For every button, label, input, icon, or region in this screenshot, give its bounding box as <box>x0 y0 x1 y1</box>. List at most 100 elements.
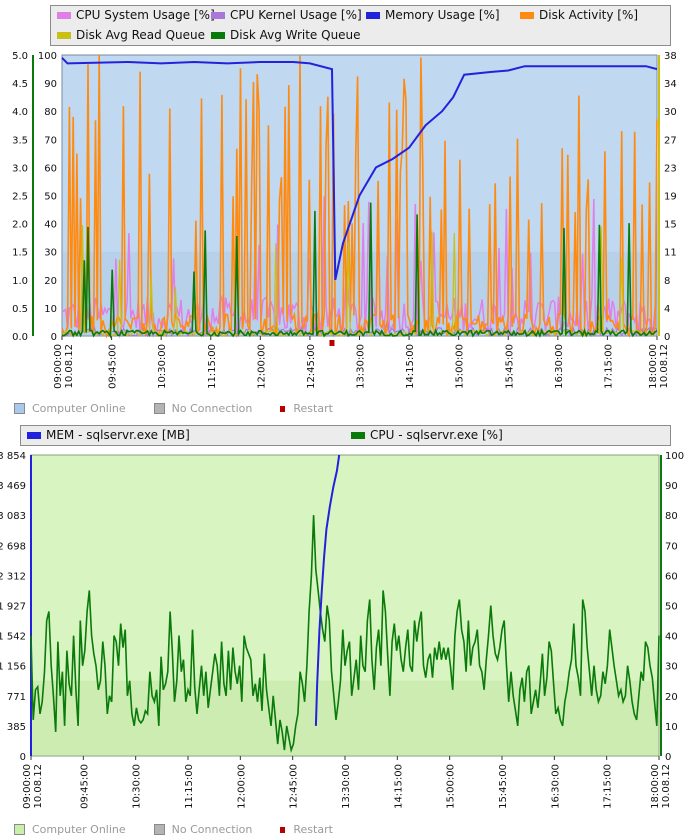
legend-item-disk-read-queue: Disk Avg Read Queue <box>57 28 205 42</box>
right-axis-tick: 0 <box>664 332 670 343</box>
x-tick-label: 15:00:00 <box>455 344 466 389</box>
memory-usage-line <box>61 57 658 281</box>
bottom-legend: MEM - sqlservr.exe [MB] CPU - sqlservr.e… <box>20 425 671 446</box>
left-axis-tick: 3 854 <box>0 451 26 462</box>
x-tick-label: 12:00:00 <box>236 764 247 809</box>
left-axis-tick: 0.5 <box>12 304 28 315</box>
x-tick-label: 10.08.1218:00:00 <box>650 764 672 809</box>
right-axis-tick: 38 <box>664 51 677 62</box>
x-tick-label: 13:30:00 <box>356 344 367 389</box>
x-tick-label: 13:30:00 <box>341 764 352 809</box>
x-tick-label: 15:45:00 <box>504 344 515 389</box>
x-tick-label: 15:00:00 <box>446 764 457 809</box>
mid-axis-tick: 20 <box>44 276 57 287</box>
right-axis-tick: 23 <box>664 163 677 174</box>
restart-icon <box>280 826 286 833</box>
no-connection-label: No Connection <box>171 823 253 836</box>
x-tick-label: 11:15:00 <box>184 764 195 809</box>
mid-axis-tick: 90 <box>44 79 57 90</box>
x-tick-label: 14:15:00 <box>405 344 416 389</box>
legend-swatch <box>520 11 534 19</box>
left-axis-tick: 0 <box>20 752 26 763</box>
legend-item-cpu-sqlservr: CPU - sqlservr.exe [%] <box>351 428 503 442</box>
x-tick-label: 10:30:00 <box>132 764 143 809</box>
disk-read-queue-line <box>61 225 657 338</box>
disk-write-queue-line <box>61 202 658 339</box>
x-tick-label: 10.08.1218:00:00 <box>648 344 670 389</box>
bottom-status-legend: Computer Online No Connection Restart <box>14 823 333 836</box>
x-tick-label: 10.08.1209:00:00 <box>22 764 44 809</box>
bottom-chart: 0 385 771 1 156 1 542 1 927 2 312 2 698 3 083 3 4… <box>0 451 684 809</box>
no-connection-label: No Connection <box>171 402 253 415</box>
legend-item-mem-sqlservr: MEM - sqlservr.exe [MB] <box>27 428 190 442</box>
left-axis-tick: 3.0 <box>12 163 28 174</box>
x-tick-label: 16:30:00 <box>550 764 561 809</box>
left-axis-tick: 2.0 <box>12 220 28 231</box>
computer-online-swatch <box>14 824 25 835</box>
no-connection-swatch <box>153 824 165 835</box>
computer-online-swatch <box>14 403 25 414</box>
left-axis-tick: 1.0 <box>12 276 28 287</box>
mid-axis-tick: 60 <box>44 163 57 174</box>
legend-item-memory: Memory Usage [%] <box>366 8 500 22</box>
right-axis-tick: 15 <box>664 220 677 231</box>
no-connection-swatch <box>153 403 165 414</box>
legend-item-disk-activity: Disk Activity [%] <box>520 8 638 22</box>
right-axis-tick: 11 <box>664 248 677 259</box>
left-axis-tick: 3 083 <box>0 511 26 522</box>
legend-swatch <box>27 431 41 439</box>
left-axis-tick: 1.5 <box>12 248 28 259</box>
left-axis-tick: 2.5 <box>12 192 28 203</box>
legend-item-disk-write-queue: Disk Avg Write Queue <box>211 28 361 42</box>
right-axis-tick: 50 <box>665 602 678 613</box>
restart-label: Restart <box>293 402 333 415</box>
left-axis-tick: 4.0 <box>12 107 28 118</box>
left-axis-tick: 3 469 <box>0 481 26 492</box>
x-tick-label: 12:00:00 <box>256 344 267 389</box>
restart-icon <box>280 405 286 412</box>
top-legend: CPU System Usage [%] CPU Kernel Usage [%… <box>50 5 671 46</box>
x-tick-label: 17:15:00 <box>603 344 614 389</box>
mid-axis-tick: 40 <box>44 220 57 231</box>
right-axis-tick: 90 <box>665 481 678 492</box>
x-tick-label: 11:15:00 <box>207 344 218 389</box>
right-axis-tick: 10 <box>665 722 678 733</box>
legend-swatch <box>57 31 71 39</box>
x-tick-label: 10:30:00 <box>157 344 168 389</box>
x-tick-label: 10.08.1209:00:00 <box>53 344 75 389</box>
left-axis-tick: 1 542 <box>0 632 26 643</box>
left-axis-tick: 2 698 <box>0 541 26 552</box>
top-chart: 0.0 0.5 1.0 1.5 2.0 2.5 3.0 3.5 4.0 4.5 5.0 0 10 20 30… <box>12 51 677 389</box>
right-axis-tick: 34 <box>664 79 677 90</box>
legend-swatch <box>211 31 225 39</box>
x-tick-label: 16:30:00 <box>554 344 565 389</box>
x-tick-label: 14:15:00 <box>393 764 404 809</box>
left-axis-tick: 0.0 <box>12 332 28 343</box>
computer-online-label: Computer Online <box>32 402 126 415</box>
cpu-sqlservr-line <box>30 515 660 753</box>
mid-axis-tick: 30 <box>44 248 57 259</box>
mid-axis-tick: 70 <box>44 135 57 146</box>
legend-swatch <box>57 11 71 19</box>
left-axis-tick: 771 <box>7 692 26 703</box>
mid-axis-tick: 50 <box>44 192 57 203</box>
legend-item-cpu-kernel: CPU Kernel Usage [%] <box>211 8 362 22</box>
left-axis-tick: 1 156 <box>0 662 26 673</box>
right-axis-tick: 4 <box>664 304 670 315</box>
top-status-legend: Computer Online No Connection Restart <box>14 402 333 415</box>
right-axis-tick: 20 <box>665 692 678 703</box>
right-axis-tick: 40 <box>665 632 678 643</box>
right-axis-tick: 30 <box>665 662 678 673</box>
mid-axis-tick: 100 <box>38 51 57 62</box>
right-axis-tick: 60 <box>665 571 678 582</box>
restart-marker <box>329 340 335 346</box>
right-axis-tick: 0 <box>665 752 671 763</box>
right-axis-tick: 100 <box>665 451 684 462</box>
legend-item-cpu-system: CPU System Usage [%] <box>57 8 215 22</box>
x-tick-label: 09:45:00 <box>108 344 119 389</box>
disk-activity-line <box>61 55 658 339</box>
left-axis-tick: 3.5 <box>12 135 28 146</box>
right-axis-tick: 30 <box>664 107 677 118</box>
legend-swatch <box>351 431 365 439</box>
right-axis-tick: 8 <box>664 276 670 287</box>
